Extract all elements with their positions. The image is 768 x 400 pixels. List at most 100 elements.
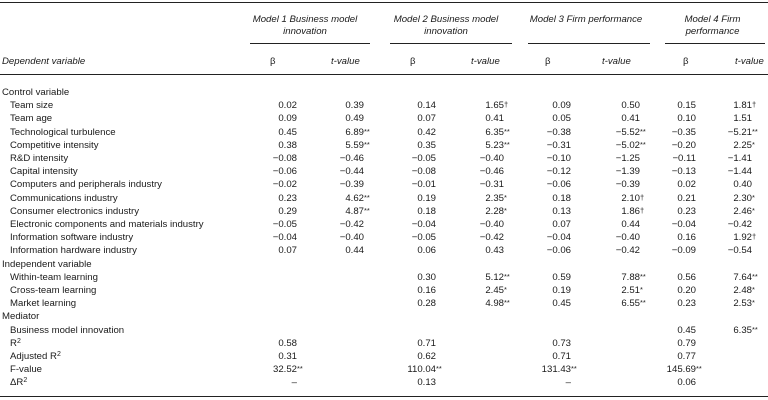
cell-value: 0.20 — [677, 285, 696, 296]
significance-marker: * — [752, 298, 755, 308]
tvalue-cell: −0.46 — [480, 165, 504, 178]
beta-header: β — [270, 56, 276, 67]
table-row: Information software industry −0.04 −0.40 −… — [0, 231, 768, 244]
tvalue-cell: 4.98 ** — [485, 297, 510, 310]
cell-value: 0.13 — [552, 205, 571, 217]
table-row: R2 0.58 0.71 0.73 0.79 — [0, 337, 768, 350]
significance-marker: * — [752, 139, 755, 149]
beta-cell: −0.04 — [412, 218, 436, 231]
significance-marker: † — [752, 100, 757, 110]
tvalue-cell: 6.55 ** — [621, 297, 646, 310]
cell-value: 0.45 — [278, 126, 297, 138]
tvalue-cell: 0.41 — [621, 112, 640, 125]
row-label: F-value — [10, 363, 42, 376]
significance-marker: ** — [696, 364, 702, 374]
beta-cell: – — [292, 376, 297, 389]
cell-value: 0.23 — [278, 192, 297, 204]
cell-value: 0.15 — [677, 100, 696, 112]
significance-marker: ** — [640, 126, 646, 136]
beta-cell: 0.58 — [278, 337, 297, 350]
tvalue-cell: −0.42 — [616, 244, 640, 257]
cell-value: 6.35 — [485, 126, 504, 138]
table-row: Competitive intensity 0.38 5.59 ** 0.35 5.23 *… — [0, 139, 768, 152]
cell-value: −0.13 — [671, 166, 696, 178]
model-3-header: Model 3 Firm performance — [529, 14, 643, 25]
beta-cell: −0.05 — [412, 231, 436, 244]
tvalue-cell: 0.44 — [345, 244, 364, 257]
tvalue-cell: −0.40 — [480, 152, 504, 165]
tvalue-cell: 0.44 — [621, 218, 640, 231]
cell-value: 6.89 — [345, 126, 364, 138]
row-label: ΔR2 — [10, 376, 27, 389]
beta-cell: −0.04 — [672, 218, 696, 231]
cell-value: −0.04 — [671, 219, 696, 230]
cell-value: 0.16 — [417, 285, 436, 296]
beta-cell: 0.19 — [417, 192, 436, 205]
cell-value: 0.07 — [278, 245, 297, 257]
model-2-rule — [390, 43, 512, 44]
row-label: Information software industry — [10, 232, 134, 244]
tvalue-cell: −5.21 ** — [728, 126, 758, 139]
row-label: Competitive intensity — [10, 139, 99, 151]
beta-cell: 0.05 — [552, 112, 571, 125]
cell-value: −0.46 — [339, 153, 364, 164]
beta-cell: −0.08 — [412, 165, 436, 178]
tvalue-cell: 1.92 † — [733, 231, 756, 244]
cell-value: 2.30 — [733, 192, 752, 204]
cell-value: 0.09 — [278, 113, 297, 125]
model-4-header: Model 4 Firm performance — [684, 14, 741, 37]
cell-value: −0.09 — [671, 245, 696, 257]
cell-value: 4.87 — [345, 205, 364, 217]
cell-value: 145.69 — [666, 364, 696, 376]
beta-cell: 0.06 — [677, 376, 696, 389]
row-label: R&D intensity — [10, 153, 69, 164]
significance-marker: * — [640, 285, 643, 294]
significance-marker: ** — [436, 364, 442, 374]
tvalue-cell: 2.10 † — [621, 192, 644, 205]
cell-value: 2.35 — [485, 192, 504, 204]
beta-cell: 0.73 — [552, 337, 571, 350]
tvalue-cell: 5.12 ** — [485, 271, 510, 284]
tvalue-cell: 4.62 ** — [345, 192, 370, 205]
table-row: Consumer electronics industry 0.29 4.87 ** 0… — [0, 205, 768, 218]
cell-value: 2.53 — [733, 298, 752, 310]
beta-header: β — [545, 56, 551, 67]
beta-cell: 0.13 — [552, 205, 571, 218]
tvalue-cell: 0.49 — [345, 112, 364, 125]
cell-value: 0.18 — [552, 192, 571, 204]
row-label: Electronic components and materials indu… — [10, 219, 204, 230]
cell-value: 0.43 — [485, 245, 504, 257]
header-rule — [0, 74, 768, 75]
beta-cell: – — [566, 376, 571, 389]
tvalue-header: t-value — [735, 56, 764, 67]
significance-marker: ** — [752, 126, 758, 136]
tvalue-cell: 7.88 ** — [621, 271, 646, 284]
cell-value: 0.23 — [677, 205, 696, 217]
beta-cell: 0.79 — [677, 337, 696, 350]
tvalue-cell: 0.40 — [733, 178, 752, 191]
cell-value: 0.05 — [552, 113, 571, 125]
cell-value: 0.45 — [552, 298, 571, 310]
significance-marker: ** — [504, 126, 510, 136]
cell-value: 2.10 — [621, 192, 640, 204]
cell-value: – — [291, 377, 297, 389]
model-1-rule — [250, 43, 370, 44]
cell-value: −0.10 — [546, 153, 571, 164]
cell-value: 0.56 — [677, 271, 696, 283]
significance-marker: ** — [752, 324, 758, 334]
cell-value: −0.42 — [727, 219, 752, 230]
beta-cell: −0.20 — [672, 139, 696, 152]
tvalue-cell: −1.41 — [728, 152, 752, 165]
row-label: R2 — [10, 337, 21, 350]
cell-value: −0.06 — [546, 179, 571, 191]
tvalue-cell: −5.52 ** — [616, 126, 646, 139]
cell-value: 0.35 — [417, 139, 436, 151]
row-label: Within-team learning — [10, 271, 98, 283]
cell-value: −0.06 — [272, 166, 297, 178]
table-row: F-value 32.52 ** 110.04 ** 131.43 ** 145.69 ** — [0, 363, 768, 376]
beta-cell: −0.05 — [412, 152, 436, 165]
beta-cell: 0.16 — [417, 284, 436, 297]
cell-value: −0.31 — [546, 139, 571, 151]
cell-value: 0.71 — [552, 351, 571, 362]
